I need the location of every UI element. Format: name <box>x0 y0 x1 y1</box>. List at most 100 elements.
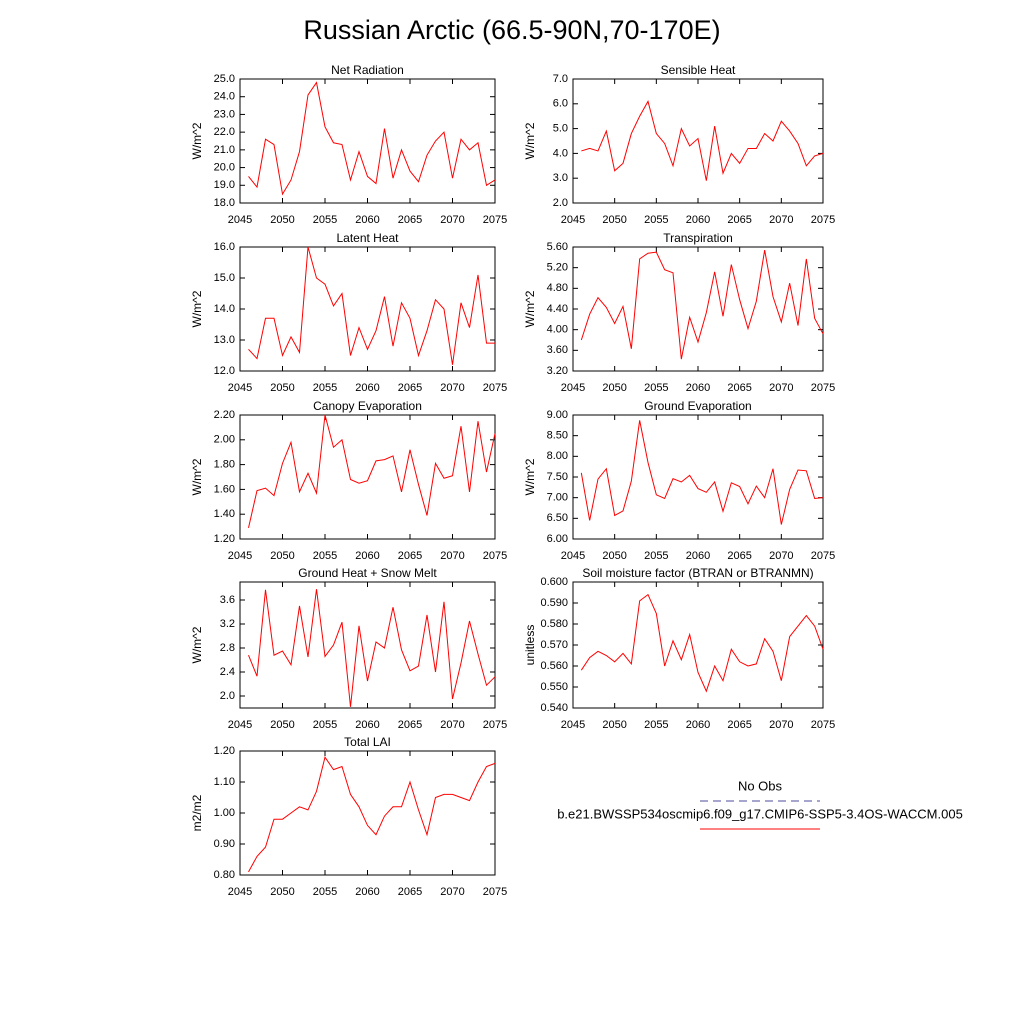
x-tick-label: 2045 <box>561 550 585 562</box>
y-tick-label: 6.0 <box>553 98 568 110</box>
x-tick-label: 2060 <box>355 886 379 898</box>
y-tick-label: 2.4 <box>220 666 235 678</box>
plot-frame <box>239 581 496 709</box>
x-tick-label: 2055 <box>644 214 668 226</box>
x-tick-label: 2075 <box>483 382 507 394</box>
y-tick-label: 6.00 <box>547 533 568 545</box>
y-axis-label: W/m^2 <box>190 626 204 663</box>
x-tick-label: 2045 <box>561 719 585 731</box>
x-tick-label: 2065 <box>398 886 422 898</box>
y-tick-label: 5.60 <box>547 241 568 253</box>
x-tick-label: 2045 <box>561 214 585 226</box>
y-tick-label: 1.20 <box>214 533 235 545</box>
y-tick-label: 0.560 <box>540 660 568 672</box>
y-tick-label: 23.0 <box>214 108 235 120</box>
x-tick-label: 2060 <box>686 382 710 394</box>
x-tick-label: 2055 <box>644 382 668 394</box>
y-tick-label: 21.0 <box>214 144 235 156</box>
x-tick-label: 2070 <box>440 382 464 394</box>
y-tick-label: 20.0 <box>214 161 235 173</box>
x-tick-label: 2055 <box>313 382 337 394</box>
x-tick-label: 2050 <box>602 550 626 562</box>
y-tick-label: 1.80 <box>214 459 235 471</box>
data-line <box>580 420 824 525</box>
y-tick-label: 0.590 <box>540 597 568 609</box>
x-tick-label: 2060 <box>686 214 710 226</box>
plot-frame <box>239 750 496 876</box>
panel-title: Ground Heat + Snow Melt <box>298 566 437 580</box>
y-tick-label: 12.0 <box>214 365 235 377</box>
x-tick-label: 2060 <box>686 550 710 562</box>
y-axis-label: W/m^2 <box>523 290 537 327</box>
x-tick-label: 2055 <box>313 550 337 562</box>
panel-title: Transpiration <box>663 231 733 245</box>
data-line <box>581 99 824 181</box>
y-tick-label: 0.80 <box>214 869 235 881</box>
x-tick-label: 2065 <box>398 719 422 731</box>
panel-title: Canopy Evaporation <box>313 399 422 413</box>
x-tick-label: 2045 <box>561 382 585 394</box>
y-tick-label: 1.00 <box>214 807 235 819</box>
x-tick-label: 2045 <box>228 214 252 226</box>
panel-title: Sensible Heat <box>661 63 736 77</box>
y-tick-label: 1.60 <box>214 483 235 495</box>
x-tick-label: 2060 <box>686 719 710 731</box>
data-line <box>580 250 824 360</box>
y-axis-label: W/m^2 <box>523 122 537 159</box>
y-tick-label: 15.0 <box>214 272 235 284</box>
y-tick-label: 18.0 <box>214 197 235 209</box>
x-tick-label: 2060 <box>355 719 379 731</box>
y-tick-label: 5.20 <box>547 262 568 274</box>
y-tick-label: 7.00 <box>547 492 568 504</box>
y-axis-label: W/m^2 <box>523 458 537 495</box>
x-tick-label: 2075 <box>483 719 507 731</box>
y-tick-label: 4.80 <box>547 282 568 294</box>
x-tick-label: 2075 <box>811 382 835 394</box>
panel-title: Ground Evaporation <box>644 399 751 413</box>
plot-frame <box>572 581 824 709</box>
y-tick-label: 4.40 <box>547 303 568 315</box>
x-tick-label: 2070 <box>440 214 464 226</box>
y-tick-label: 3.6 <box>220 594 235 606</box>
y-tick-label: 4.0 <box>553 147 568 159</box>
data-line <box>248 589 496 707</box>
x-tick-label: 2065 <box>727 382 751 394</box>
x-tick-label: 2075 <box>811 719 835 731</box>
y-tick-label: 8.50 <box>547 430 568 442</box>
y-tick-label: 0.90 <box>214 838 235 850</box>
x-tick-label: 2045 <box>228 719 252 731</box>
y-axis-label: W/m^2 <box>190 290 204 327</box>
y-tick-label: 25.0 <box>214 73 235 85</box>
x-tick-label: 2050 <box>602 719 626 731</box>
x-tick-label: 2055 <box>313 886 337 898</box>
y-tick-label: 1.10 <box>214 776 235 788</box>
y-tick-label: 2.0 <box>220 690 235 702</box>
y-tick-label: 0.570 <box>540 639 568 651</box>
y-tick-label: 0.600 <box>540 576 568 588</box>
y-axis-label: unitless <box>523 625 537 666</box>
x-tick-label: 2070 <box>440 719 464 731</box>
legend-label: No Obs <box>738 778 783 793</box>
x-tick-label: 2065 <box>727 214 751 226</box>
y-tick-label: 14.0 <box>214 303 235 315</box>
plot-frame <box>572 246 824 372</box>
plot-frame <box>239 414 496 540</box>
plot-frame <box>572 414 824 540</box>
x-tick-label: 2070 <box>769 719 793 731</box>
data-line <box>580 593 824 693</box>
y-tick-label: 9.00 <box>547 409 568 421</box>
x-tick-label: 2050 <box>270 550 294 562</box>
y-axis-label: m2/m2 <box>190 794 204 831</box>
x-tick-label: 2055 <box>644 719 668 731</box>
y-tick-label: 22.0 <box>214 126 235 138</box>
x-tick-label: 2070 <box>440 886 464 898</box>
x-tick-label: 2050 <box>270 382 294 394</box>
x-tick-label: 2050 <box>270 719 294 731</box>
x-tick-label: 2060 <box>355 214 379 226</box>
y-tick-label: 7.50 <box>547 471 568 483</box>
x-tick-label: 2065 <box>398 382 422 394</box>
y-axis-label: W/m^2 <box>190 122 204 159</box>
figure-title: Russian Arctic (66.5-90N,70-170E) <box>303 15 720 45</box>
y-tick-label: 1.20 <box>214 745 235 757</box>
